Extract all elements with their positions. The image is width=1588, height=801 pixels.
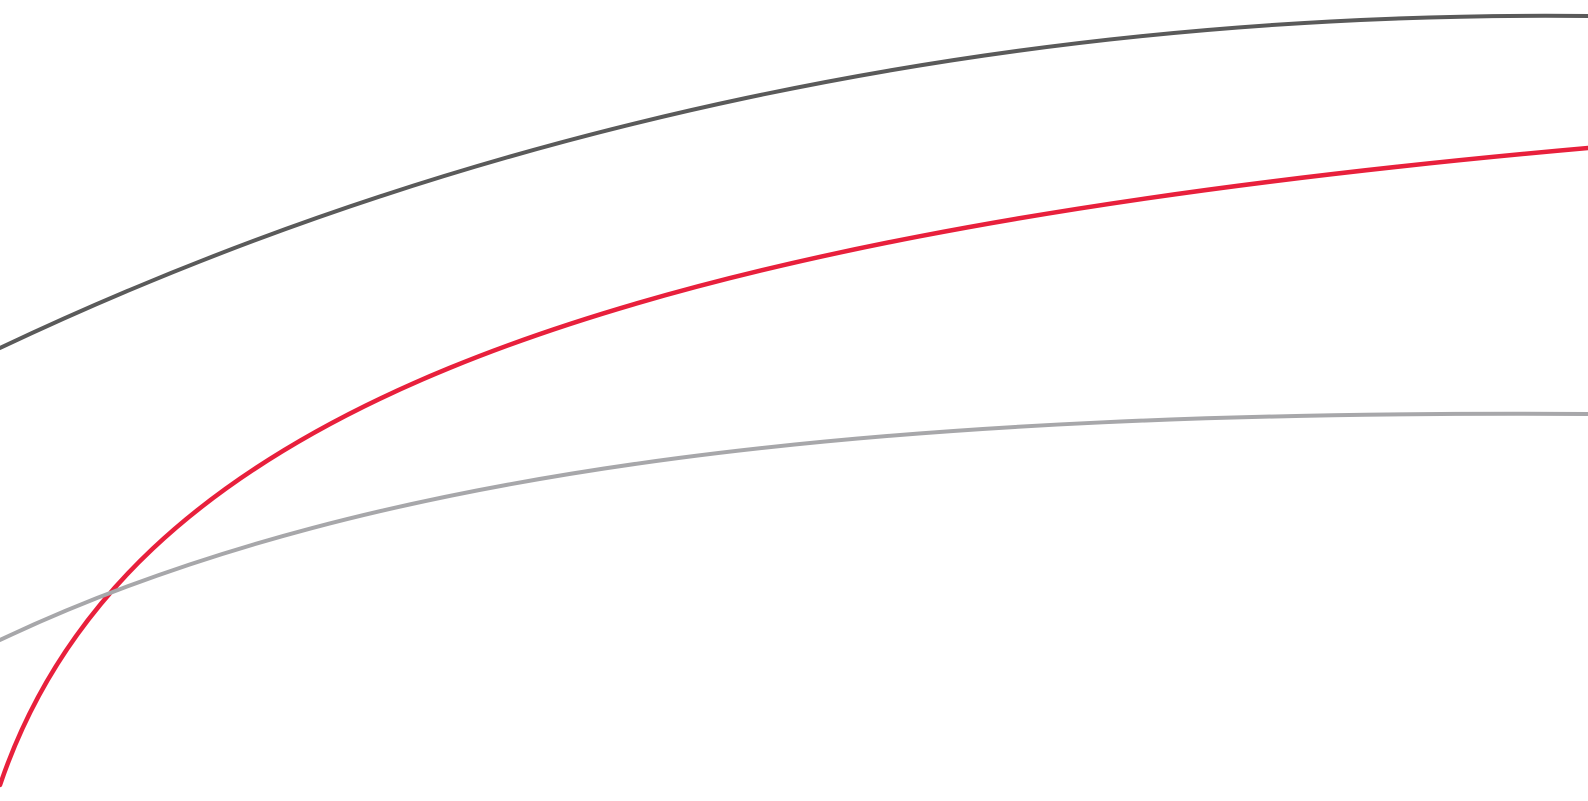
dark-gray-arc xyxy=(0,13,1588,350)
red-arc xyxy=(0,145,1588,788)
light-gray-arc xyxy=(0,411,1588,642)
